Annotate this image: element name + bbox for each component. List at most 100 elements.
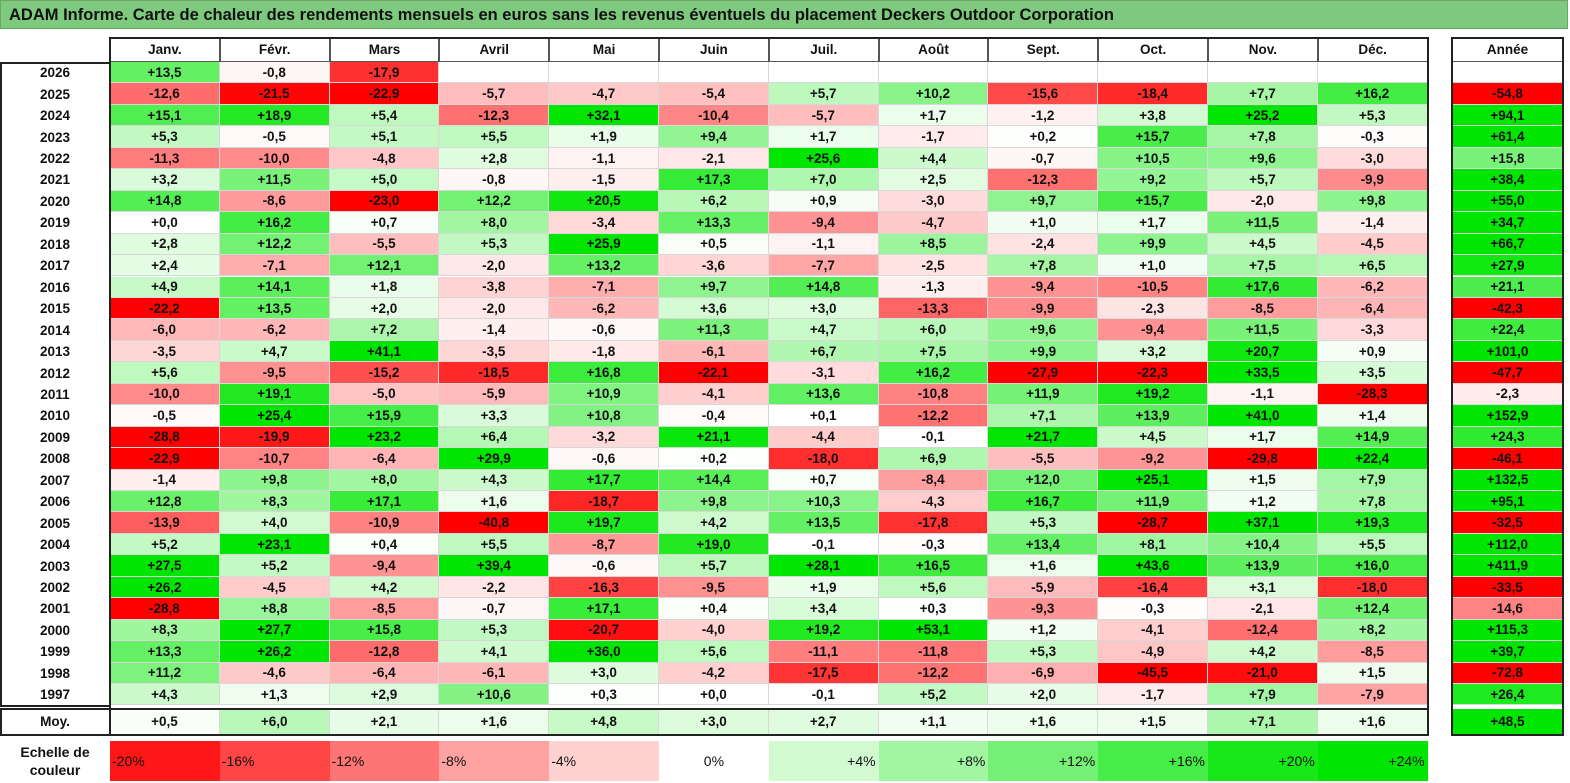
color-scale-step: +12% [988,741,1099,781]
heatmap-cell: +1,2 [1208,491,1318,513]
heatmap-cell: -6,2 [219,319,330,341]
heatmap-cell: +5,0 [329,169,440,191]
heatmap-cell: -10,9 [329,512,440,534]
heatmap-cell: +9,4 [659,126,769,148]
heatmap-cell: +0,5 [659,233,769,256]
heatmap-cell: -19,9 [219,426,330,449]
heatmap-cell: +6,5 [1317,255,1428,277]
heatmap-cell: +13,5 [219,297,330,320]
heatmap-cell: -8,5 [1317,641,1428,663]
heatmap-cell: +0,0 [659,684,769,706]
heatmap-cell: +1,3 [219,684,330,706]
row-year-label: 2004 [0,533,110,556]
heatmap-cell: +5,6 [878,576,989,599]
heatmap-cell: +7,5 [1208,255,1318,277]
heatmap-cell: -2,1 [1208,598,1318,620]
heatmap-cell: -9,9 [1317,169,1428,191]
heatmap-cell: +15,7 [1098,126,1208,148]
row-year-label: 2010 [0,405,110,427]
column-header: Janv. [110,37,220,62]
heatmap-cell: -5,7 [768,104,879,127]
average-cell: +4,8 [549,708,659,735]
heatmap-cell: -1,3 [878,276,989,298]
heatmap-cell: -28,8 [110,426,220,449]
heatmap-cell: -0,1 [878,426,989,449]
heatmap-cell: -12,8 [329,641,440,663]
heatmap-cell: +25,9 [549,233,659,256]
heatmap-cell: -3,0 [1317,147,1428,170]
heatmap-cell: +0,1 [768,405,879,427]
heatmap-cell: -4,1 [659,383,769,406]
heatmap-cell: -1,7 [1098,684,1208,706]
heatmap-cell: -11,1 [768,641,879,663]
heatmap-cell: -1,4 [110,469,220,491]
heatmap-cell: +6,7 [768,340,879,363]
annual-cell: -32,5 [1452,512,1563,534]
heatmap-cell: -29,8 [1208,448,1318,470]
heatmap-cell: +7,8 [1208,126,1318,148]
heatmap-cell: +4,3 [439,469,550,491]
row-year-label: 2022 [0,147,110,170]
color-scale-step: +8% [878,741,989,781]
average-cell: +3,0 [659,708,769,735]
heatmap-cell: -4,6 [219,662,330,685]
heatmap-cell: +20,7 [1208,340,1318,363]
heatmap-cell: +33,5 [1208,362,1318,384]
heatmap-cell: +5,2 [219,555,330,577]
heatmap-cell: +29,9 [439,448,550,470]
average-cell: +1,6 [1317,708,1428,735]
heatmap-cell: +3,8 [1098,104,1208,127]
heatmap-cell: -1,2 [988,104,1099,127]
row-year-label: 1999 [0,641,110,663]
heatmap-cell: +5,7 [1208,169,1318,191]
heatmap-cell: +4,7 [768,319,879,341]
heatmap-cell: -4,5 [1317,233,1428,256]
heatmap-cell: +9,7 [659,276,769,298]
annual-cell: +61,4 [1452,126,1563,148]
row-year-label: 2001 [0,598,110,620]
heatmap-cell: +9,6 [1208,147,1318,170]
heatmap-cell: +13,3 [659,212,769,234]
annual-cell: +132,5 [1452,469,1563,491]
heatmap-cell: +19,0 [659,533,769,556]
heatmap-cell: +7,7 [1208,83,1318,105]
chart-title-bar: ADAM Informe. Carte de chaleur des rende… [0,0,1568,29]
color-scale-step: -20% [110,741,220,781]
heatmap-cell: +11,5 [1208,212,1318,234]
annual-cell: +55,0 [1452,190,1563,213]
heatmap-cell: -18,4 [1098,83,1208,105]
heatmap-cell: -0,7 [988,147,1099,170]
heatmap-cell: +5,5 [439,126,550,148]
heatmap-cell: -6,9 [988,662,1099,685]
heatmap-cell: -10,5 [1098,276,1208,298]
heatmap-cell: +0,9 [1317,340,1428,363]
heatmap-cell [549,62,659,84]
heatmap-cell: +9,8 [659,491,769,513]
heatmap-cell: +12,8 [110,491,220,513]
heatmap-cell: +8,3 [110,619,220,642]
column-header: Sept. [988,37,1099,62]
heatmap-cell: -0,6 [549,448,659,470]
row-year-label: 2008 [0,448,110,470]
heatmap-cell: -10,0 [219,147,330,170]
row-year-label: 2024 [0,104,110,127]
heatmap-cell: -4,9 [1098,641,1208,663]
heatmap-cell: -9,2 [1098,448,1208,470]
heatmap-cell: +7,0 [768,169,879,191]
heatmap-cell: -22,2 [110,297,220,320]
heatmap-cell: +27,7 [219,619,330,642]
heatmap-cell: -11,3 [110,147,220,170]
heatmap-cell: -5,5 [988,448,1099,470]
heatmap-cell: +6,4 [439,426,550,449]
heatmap-cell: +17,1 [549,598,659,620]
heatmap-cell: +19,3 [1317,512,1428,534]
annual-cell: +152,9 [1452,405,1563,427]
heatmap-cell: +1,7 [1208,426,1318,449]
heatmap-cell: +11,5 [219,169,330,191]
heatmap-cell: +19,2 [768,619,879,642]
heatmap-cell: +1,0 [1098,255,1208,277]
heatmap-cell: +8,0 [439,212,550,234]
heatmap-cell: +7,9 [1208,684,1318,706]
row-year-label: 2011 [0,383,110,406]
heatmap-cell: -22,1 [659,362,769,384]
